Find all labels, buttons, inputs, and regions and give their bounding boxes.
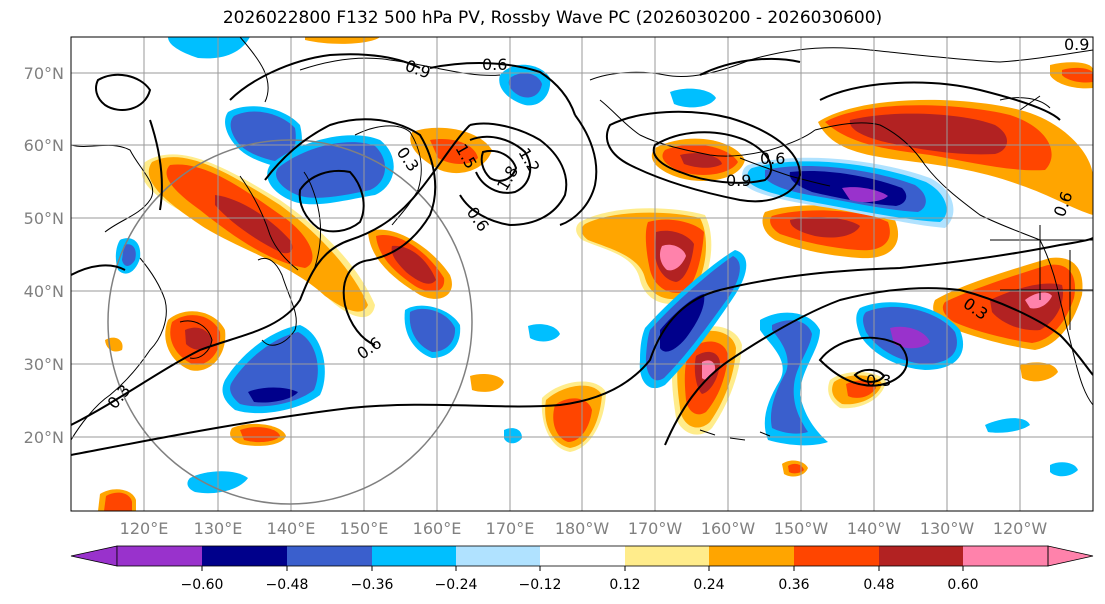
lat-label: 40°N — [24, 282, 64, 301]
lon-label: 150°E — [340, 519, 389, 538]
colorbar-segment — [456, 546, 540, 566]
negative-anomaly-east-pacific — [856, 302, 1078, 477]
colorbar-segment — [794, 546, 879, 566]
lon-label: 180°W — [555, 519, 610, 538]
positive-anomaly-small-cells — [98, 37, 1093, 511]
colorbar-extend-high — [1047, 545, 1094, 567]
lon-label: 150°W — [774, 519, 829, 538]
coastlines — [71, 37, 1093, 441]
positive-anomaly-japan — [165, 311, 226, 371]
lon-label: 140°E — [267, 519, 316, 538]
map-frame — [70, 36, 1094, 512]
lon-label: 130°E — [194, 519, 243, 538]
colorbar-segment — [963, 546, 1048, 566]
lon-label: 120°E — [120, 519, 169, 538]
lon-label: 160°E — [413, 519, 462, 538]
colorbar-tick-label: −0.36 — [351, 577, 394, 593]
map-title: 2026022800 F132 500 hPa PV, Rossby Wave … — [222, 8, 883, 28]
colorbar-segment — [625, 546, 709, 566]
negative-anomaly-mid-pacific-streak — [639, 250, 747, 389]
contour-label: 1.8 — [493, 162, 522, 194]
colorbar-extend-low — [70, 545, 118, 567]
colorbar-segment — [287, 546, 372, 566]
colorbar-tick-label: 0.12 — [609, 577, 640, 593]
lat-label: 70°N — [24, 64, 64, 83]
colorbar-tick-label: 0.36 — [778, 577, 809, 593]
contour-label: 0.6 — [760, 149, 785, 168]
negative-anomaly-kuril — [267, 135, 394, 205]
colorbar-tick-label: 0.60 — [947, 577, 978, 593]
lat-label: 60°N — [24, 136, 64, 155]
negative-anomaly-subtropical-west — [187, 325, 325, 494]
contour-label: 0.6 — [353, 333, 385, 363]
lon-label: 170°W — [628, 519, 683, 538]
negative-anomaly-bering-strait — [168, 37, 716, 108]
lon-label: 120°W — [993, 519, 1048, 538]
colorbar-segment — [709, 546, 794, 566]
contour-label: 0.6 — [482, 55, 507, 74]
lat-label: 50°N — [24, 209, 64, 228]
colorbar-tick-label: −0.12 — [519, 577, 562, 593]
latitude-labels: 70°N 60°N 50°N 40°N 30°N 20°N — [24, 64, 64, 447]
reference-circle — [107, 139, 473, 505]
negative-anomaly-sea-of-okhotsk — [225, 106, 302, 170]
pv-contours — [71, 53, 1093, 456]
lat-label: 30°N — [24, 355, 64, 374]
lon-label: 140°W — [847, 519, 902, 538]
negative-anomaly-subtropical-east — [760, 312, 828, 446]
contour-label: 0.9 — [1064, 35, 1089, 54]
colorbar-tick-label: −0.48 — [266, 577, 309, 593]
lon-label: 130°W — [920, 519, 975, 538]
colorbar-segment — [372, 546, 456, 566]
lon-label: 170°E — [486, 519, 535, 538]
positive-anomaly-central-pacific — [576, 208, 712, 304]
colorbar-tick-label: −0.60 — [181, 577, 224, 593]
positive-anomaly-nw-pacific — [368, 229, 452, 299]
positive-anomaly-nep-band — [762, 205, 899, 259]
colorbar-segment — [540, 546, 625, 566]
colorbar: −0.60 −0.48 −0.36 −0.24 −0.12 0.12 0.24 … — [70, 545, 1094, 593]
positive-anomaly-kamchatka — [410, 127, 492, 174]
negative-anomaly-nw-pacific-2 — [115, 238, 560, 444]
colorbar-segment — [202, 546, 287, 566]
colorbar-segment — [879, 546, 963, 566]
longitude-labels: 120°E 130°E 140°E 150°E 160°E 170°E 180°… — [120, 519, 1048, 538]
positive-anomaly-central-sub — [541, 381, 606, 452]
colorbar-tick-label: −0.24 — [435, 577, 478, 593]
contour-label: 0.9 — [403, 56, 433, 83]
lat-label: 20°N — [24, 428, 64, 447]
contour-label: 0.9 — [726, 171, 751, 190]
negative-anomaly-gulf-alaska — [742, 157, 954, 228]
contour-label: 0.3 — [866, 371, 891, 390]
lon-label: 160°W — [701, 519, 756, 538]
graticule — [71, 37, 1093, 511]
colorbar-tick-label: 0.24 — [693, 577, 724, 593]
colorbar-tick-label: 0.48 — [863, 577, 894, 593]
colorbar-segment — [117, 546, 202, 566]
contour-label: 0.6 — [463, 203, 493, 235]
